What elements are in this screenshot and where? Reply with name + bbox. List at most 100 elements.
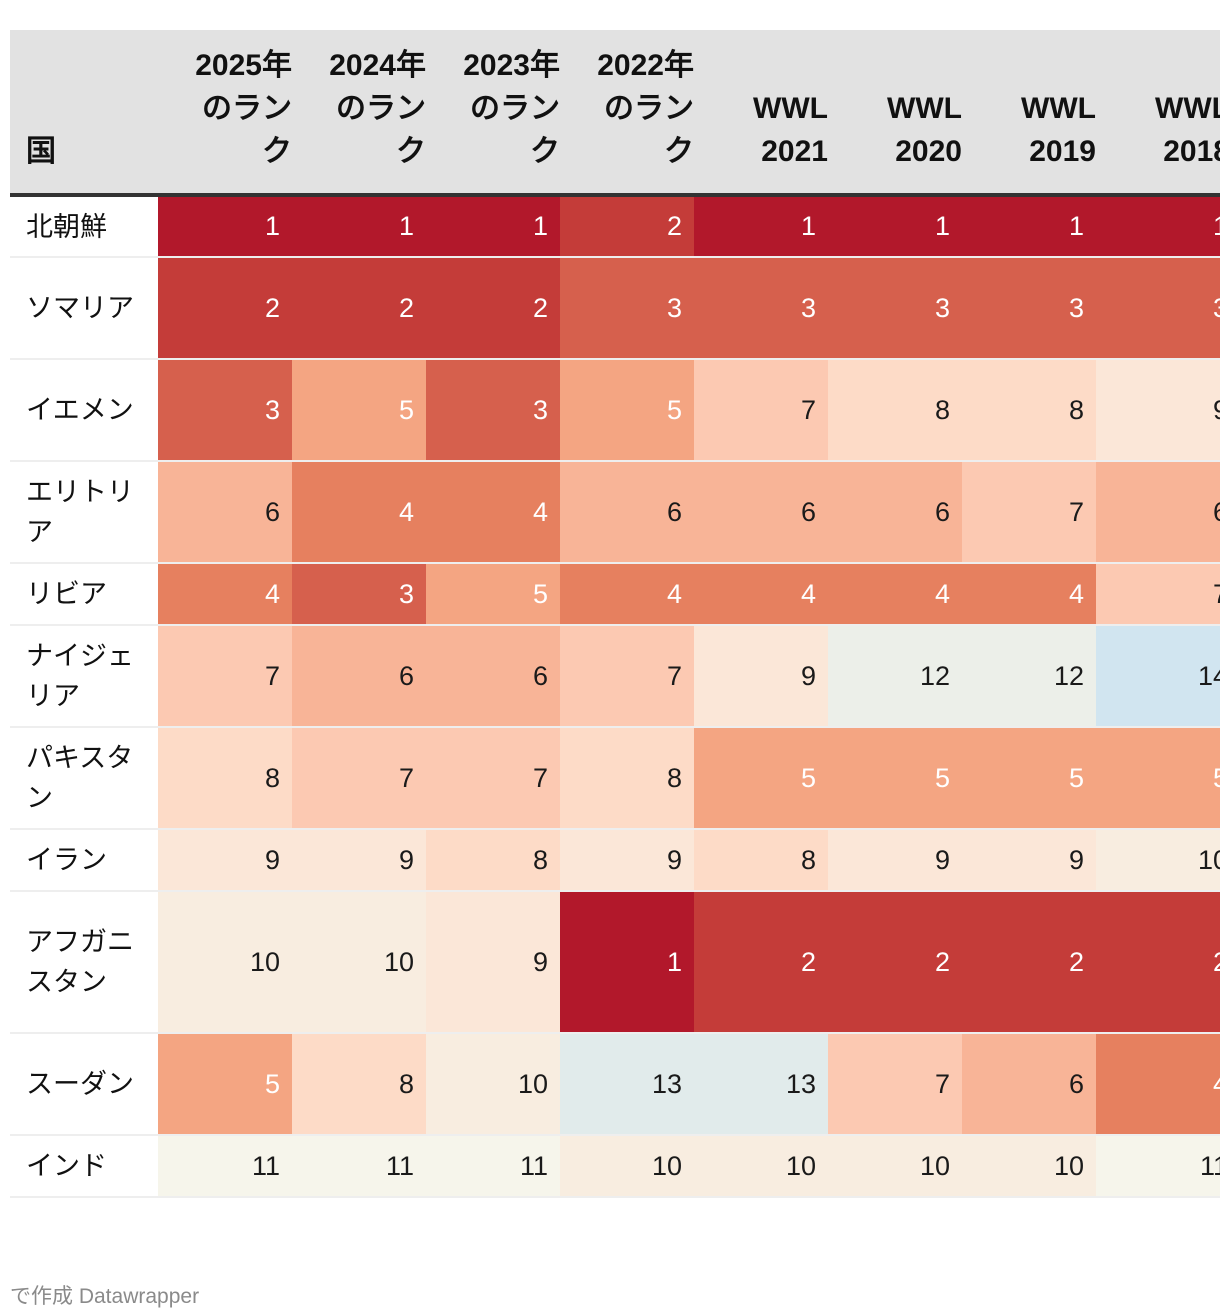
rank-cell: 5 [158,1033,292,1136]
column-header-2024[interactable]: 2024年のランク [292,30,426,197]
rank-cell: 1 [828,195,962,258]
rank-cell: 11 [158,1135,292,1198]
rank-cell: 12 [962,625,1096,728]
country-cell: イエメン [10,359,158,462]
rank-cell: 7 [560,625,694,728]
datawrapper-credit[interactable]: で作成 Datawrapper [10,1285,200,1308]
rank-cell: 3 [694,257,828,360]
rank-cell: 5 [560,359,694,462]
rank-cell: 3 [292,563,426,626]
rank-cell: 5 [694,727,828,830]
rank-cell: 10 [426,1033,560,1136]
column-header-label: WWL 2019 [1021,92,1096,168]
country-cell: リビア [10,563,158,626]
rank-cell: 7 [426,727,560,830]
column-header-2025[interactable]: 2025年のランク [158,30,292,197]
country-cell: 北朝鮮 [10,195,158,258]
column-header-2023[interactable]: 2023年のランク [426,30,560,197]
rank-cell: 6 [962,1033,1096,1136]
rank-cell: 7 [292,727,426,830]
rank-cell: 6 [694,461,828,564]
column-header-wwl-2018[interactable]: WWL 2018 [1096,30,1220,197]
column-header-2022[interactable]: 2022年のランク [560,30,694,197]
rank-cell: 10 [158,891,292,1034]
country-cell: ソマリア [10,257,158,360]
rank-cell: 13 [560,1033,694,1136]
table-body: 北朝鮮11121111ソマリア22233333イエメン35357889エリトリア… [10,195,1220,1198]
country-cell: スーダン [10,1033,158,1136]
rank-cell: 6 [292,625,426,728]
table-row: ナイジェリア76679121214 [10,625,1220,728]
rank-cell: 1 [694,195,828,258]
country-cell: パキスタン [10,727,158,830]
rank-cell: 4 [962,563,1096,626]
rank-cell: 9 [694,625,828,728]
rank-cell: 14 [1096,625,1220,728]
table-row: スーダン58101313764 [10,1033,1220,1136]
column-header-wwl-2019[interactable]: WWL 2019 [962,30,1096,197]
rank-cell: 9 [426,891,560,1034]
rank-cell: 3 [1096,257,1220,360]
country-cell: イラン [10,829,158,892]
rank-cell: 7 [158,625,292,728]
rank-cell: 8 [828,359,962,462]
rank-cell: 10 [828,1135,962,1198]
rank-cell: 2 [426,257,560,360]
rank-cell: 10 [962,1135,1096,1198]
rank-cell: 8 [426,829,560,892]
rank-cell: 9 [560,829,694,892]
table-row: リビア43544447 [10,563,1220,626]
rank-cell: 8 [694,829,828,892]
table-row: アフガニスタン1010912222 [10,891,1220,1034]
header-row: 国 2025年のランク 2024年のランク 2023年のランク 2022年のラン… [10,30,1220,197]
rank-table-container: 国 2025年のランク 2024年のランク 2023年のランク 2022年のラン… [10,30,1220,1198]
rank-cell: 9 [292,829,426,892]
rank-cell: 2 [1096,891,1220,1034]
rank-cell: 5 [426,563,560,626]
rank-cell: 7 [1096,563,1220,626]
rank-cell: 3 [158,359,292,462]
table-row: エリトリア64466676 [10,461,1220,564]
rank-cell: 4 [1096,1033,1220,1136]
rank-cell: 1 [426,195,560,258]
column-header-wwl-2020[interactable]: WWL 2020 [828,30,962,197]
country-cell: ナイジェリア [10,625,158,728]
table-row: パキスタン87785555 [10,727,1220,830]
column-header-wwl-2021[interactable]: WWL 2021 [694,30,828,197]
rank-cell: 4 [828,563,962,626]
rank-cell: 9 [158,829,292,892]
rank-cell: 6 [828,461,962,564]
rank-cell: 8 [158,727,292,830]
column-header-label: 2022年のランク [597,49,694,168]
table-row: ソマリア22233333 [10,257,1220,360]
rank-cell: 4 [426,461,560,564]
rank-cell: 3 [828,257,962,360]
rank-cell: 7 [962,461,1096,564]
column-header-label: WWL 2018 [1155,92,1220,168]
rank-cell: 4 [560,563,694,626]
rank-cell: 5 [828,727,962,830]
rank-cell: 6 [1096,461,1220,564]
rank-cell: 9 [1096,359,1220,462]
rank-cell: 2 [292,257,426,360]
rank-cell: 1 [292,195,426,258]
column-header-label: 2024年のランク [329,49,426,168]
rank-cell: 2 [560,195,694,258]
rank-cell: 6 [560,461,694,564]
country-cell: インド [10,1135,158,1198]
rank-cell: 1 [962,195,1096,258]
rank-cell: 3 [426,359,560,462]
rank-cell: 1 [158,195,292,258]
rank-cell: 10 [560,1135,694,1198]
rank-cell: 5 [962,727,1096,830]
table-row: インド1111111010101011 [10,1135,1220,1198]
table-row: イラン998989910 [10,829,1220,892]
rank-cell: 7 [694,359,828,462]
rank-cell: 10 [694,1135,828,1198]
rank-cell: 1 [560,891,694,1034]
column-header-country[interactable]: 国 [10,30,158,197]
rank-cell: 9 [828,829,962,892]
rank-cell: 2 [828,891,962,1034]
rank-cell: 6 [158,461,292,564]
rank-cell: 8 [962,359,1096,462]
